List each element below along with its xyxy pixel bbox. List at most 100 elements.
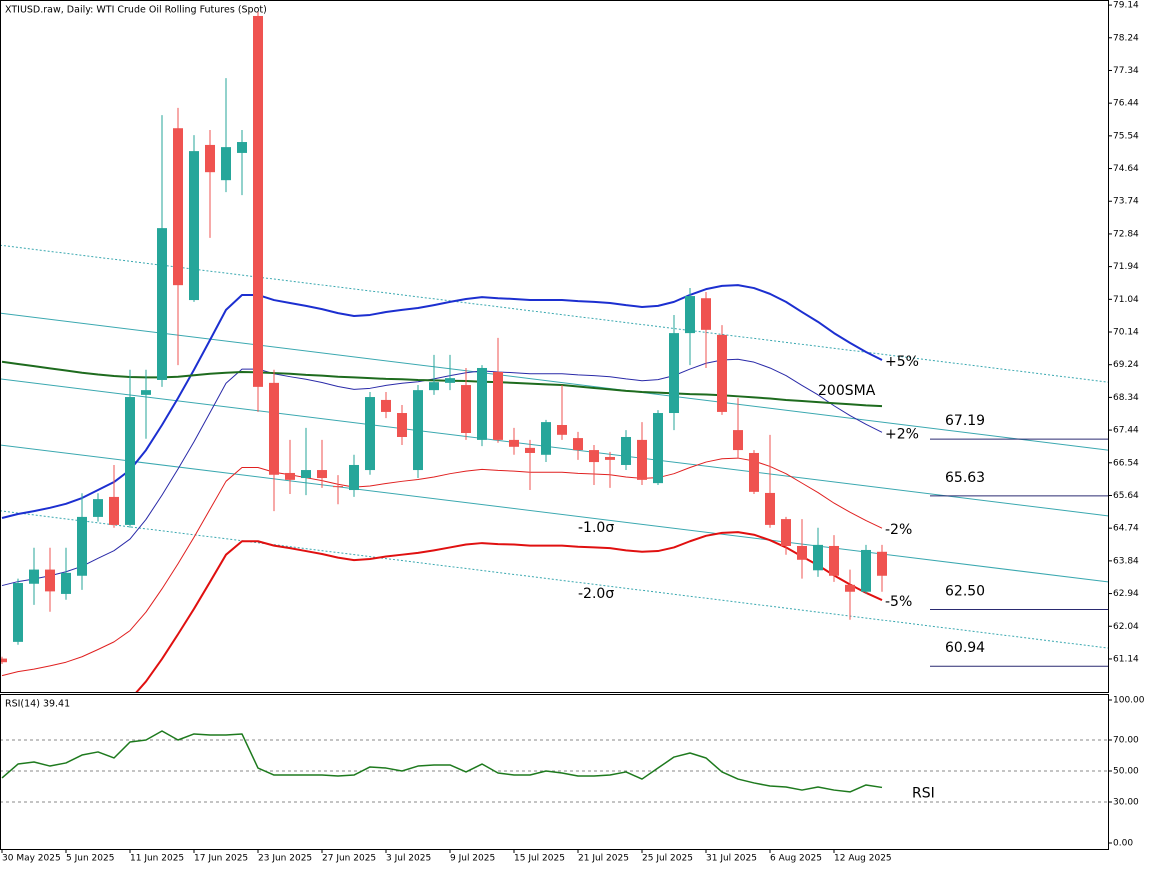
overlay-label: 200SMA	[818, 383, 876, 399]
candle-body	[349, 464, 359, 491]
candle-body	[861, 549, 871, 592]
candle-body	[637, 439, 647, 480]
rsi-label: RSI	[912, 785, 935, 801]
y-tick-label: 78.24	[1113, 33, 1139, 43]
rsi-tick-label: 70.00	[1113, 736, 1139, 746]
candle-body	[573, 438, 583, 451]
candle-body	[477, 367, 487, 440]
x-tick-label: 23 Jun 2025	[258, 854, 312, 864]
rsi-line	[1, 730, 883, 793]
channel-line	[1, 378, 1108, 517]
candle-body	[845, 584, 855, 592]
candle-body	[29, 569, 39, 584]
candle-body	[253, 15, 263, 387]
x-tick-label: 25 Jul 2025	[642, 854, 693, 864]
candle-body	[605, 456, 615, 460]
candle-body	[205, 144, 215, 173]
candle-body	[589, 450, 599, 463]
candle-body	[109, 496, 119, 525]
candle-body	[781, 519, 791, 546]
y-tick-label: 74.64	[1113, 164, 1139, 174]
y-tick-label: 63.84	[1113, 556, 1139, 566]
candle-body	[701, 298, 711, 330]
y-tick-label: 62.94	[1113, 589, 1139, 599]
overlay-line	[1, 360, 883, 408]
channel-line	[1, 510, 1108, 649]
candle-body	[61, 572, 71, 594]
rsi-tick-label: 30.00	[1113, 798, 1139, 808]
candle-body	[269, 382, 279, 475]
candle-body	[669, 333, 679, 414]
candle-body	[125, 397, 135, 525]
y-tick-label: 69.24	[1113, 360, 1139, 370]
candle-body	[557, 425, 567, 435]
candle-body	[733, 430, 743, 451]
level-label: 62.50	[945, 584, 985, 600]
level-label: 67.19	[945, 413, 985, 429]
candle-body	[285, 472, 295, 480]
y-tick-label: 64.74	[1113, 524, 1139, 534]
rsi-tick-label: 100.00	[1113, 696, 1145, 706]
y-tick-label: 71.94	[1113, 262, 1139, 272]
candle-body	[413, 390, 423, 471]
candle-body	[525, 447, 535, 453]
candle-body	[685, 296, 695, 334]
rsi-plot: RSI	[1, 730, 1108, 803]
y-tick-label: 62.04	[1113, 622, 1139, 632]
y-tick-label: 73.74	[1113, 197, 1139, 207]
y-tick-label: 72.84	[1113, 229, 1139, 239]
level-label: 65.63	[945, 470, 985, 486]
candle-body	[493, 371, 503, 440]
y-tick-label: 65.64	[1113, 491, 1139, 501]
candle-body	[797, 545, 807, 560]
rsi-frame	[0, 694, 1109, 850]
level-label: 60.94	[945, 640, 985, 656]
x-tick-label: 31 Jul 2025	[706, 854, 757, 864]
candle-body	[45, 569, 55, 592]
price-frame	[0, 0, 1109, 693]
price-plot: -1.0σ -2.0σ 67.19 65.63 62.50 60.94 +5% +2% 200S…	[1, 11, 1108, 692]
candle-body	[237, 142, 247, 153]
x-tick-label: 11 Jun 2025	[130, 854, 184, 864]
channel-line	[1, 444, 1108, 583]
candle-body	[93, 499, 103, 517]
channel-line	[1, 312, 1108, 451]
candle-body	[541, 422, 551, 455]
candle-body	[333, 486, 343, 488]
candle-body	[157, 228, 167, 380]
x-tick-label: 21 Jul 2025	[578, 854, 629, 864]
y-tick-label: 68.34	[1113, 393, 1139, 403]
y-tick-label: 76.44	[1113, 99, 1139, 109]
candle-body	[189, 151, 199, 301]
chart-title: XTIUSD.raw, Daily: WTI Crude Oil Rolling…	[5, 5, 267, 16]
y-tick-label: 61.14	[1113, 654, 1139, 664]
candle-body	[1, 658, 7, 663]
candle-body	[765, 492, 775, 525]
overlay-label: -5%	[885, 594, 912, 610]
rsi-tick-label: 0.00	[1113, 839, 1133, 849]
channel-label: -1.0σ	[578, 520, 614, 536]
channel-label: -2.0σ	[578, 586, 614, 602]
candle-body	[461, 385, 471, 433]
candle-body	[381, 399, 391, 412]
candle-body	[653, 413, 663, 484]
candle-body	[141, 390, 151, 395]
overlay-label: +2%	[885, 426, 919, 442]
y-tick-label: 79.14	[1113, 1, 1139, 11]
overlay-line	[1, 358, 883, 587]
candle-body	[445, 378, 455, 383]
overlay-line	[1, 284, 883, 519]
candle-body	[301, 470, 311, 479]
y-tick-label: 67.44	[1113, 426, 1139, 436]
candle-body	[13, 583, 23, 642]
candle-body	[77, 516, 87, 576]
candle-body	[829, 545, 839, 576]
candle-body	[717, 334, 727, 412]
candle-body	[621, 436, 631, 465]
candle-body	[429, 382, 439, 391]
candle-body	[749, 452, 759, 492]
x-tick-label: 3 Jul 2025	[386, 854, 431, 864]
x-tick-label: 9 Jul 2025	[450, 854, 495, 864]
